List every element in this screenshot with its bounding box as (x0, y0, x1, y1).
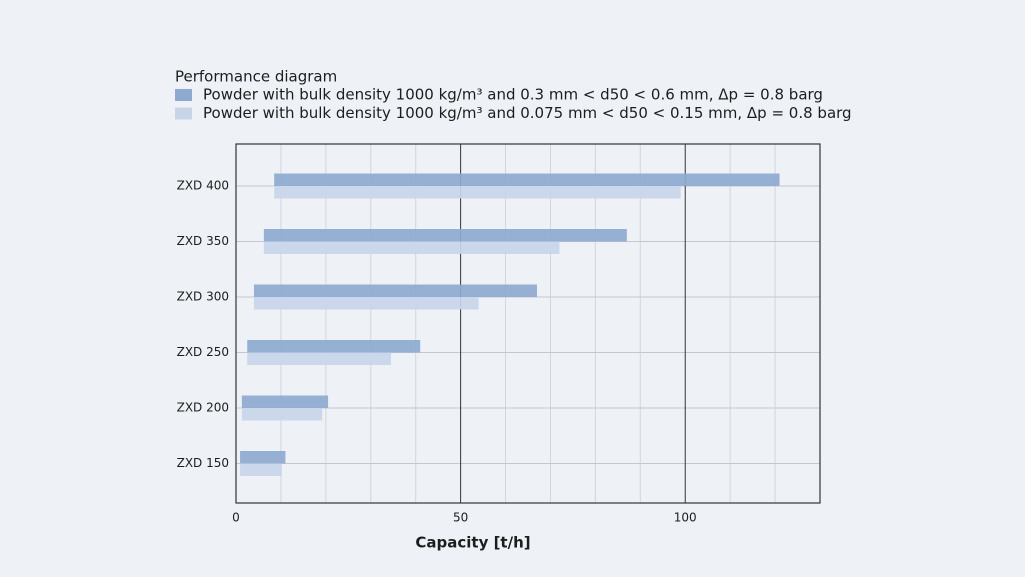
bar (247, 352, 391, 365)
bar (241, 408, 323, 421)
legend-swatch (175, 89, 192, 101)
bar (253, 284, 537, 297)
y-tick-label: ZXD 250 (177, 345, 229, 359)
bar (274, 173, 780, 186)
bar (263, 229, 627, 242)
legend-swatch (175, 107, 192, 120)
x-axis-label: Capacity [t/h] (415, 534, 530, 552)
x-tick-label: 50 (453, 511, 468, 525)
legend-label: Powder with bulk density 1000 kg/m³ and … (203, 104, 852, 122)
y-tick-label: ZXD 200 (177, 401, 229, 415)
bar (240, 463, 282, 476)
bar (263, 241, 560, 254)
y-tick-label: ZXD 400 (177, 179, 229, 193)
bar (241, 395, 329, 408)
legend-title: Performance diagram (175, 68, 337, 86)
legend-label: Powder with bulk density 1000 kg/m³ and … (203, 86, 823, 104)
plot-frame (235, 143, 821, 504)
y-tick-label: ZXD 300 (177, 290, 229, 304)
bar (274, 186, 681, 199)
y-tick-label: ZXD 350 (177, 234, 229, 248)
bar (247, 340, 421, 353)
y-tick-label: ZXD 150 (177, 456, 229, 470)
bar (240, 451, 286, 464)
bar (253, 297, 479, 310)
x-tick-label: 100 (674, 511, 697, 525)
x-tick-label: 0 (232, 511, 240, 525)
